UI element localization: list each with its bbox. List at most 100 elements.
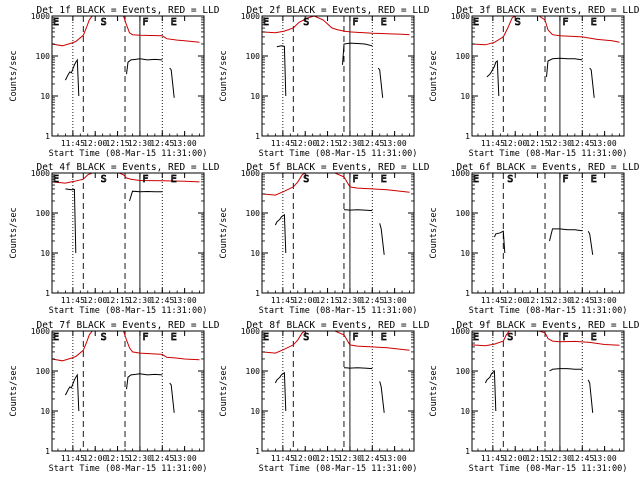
y-tick-label: 1000	[31, 327, 50, 336]
events-series-line	[274, 209, 385, 255]
y-tick-label: 100	[456, 52, 471, 61]
x-tick-label: 12:30	[548, 454, 572, 463]
y-axis-label: Counts/sec	[219, 365, 229, 416]
y-tick-label: 100	[36, 52, 51, 61]
interval-marker-label: E	[473, 174, 479, 185]
interval-marker-label: S	[303, 17, 309, 28]
x-tick-label: 12:00	[293, 296, 317, 305]
y-tick-label: 1000	[241, 169, 260, 178]
y-tick-label: 10	[40, 92, 50, 101]
interval-marker-label: S	[303, 332, 309, 343]
x-tick-label: 11:45	[481, 454, 505, 463]
x-tick-label: 12:00	[503, 454, 527, 463]
y-axis-label: Counts/sec	[219, 207, 229, 258]
interval-marker-label: S	[303, 174, 309, 185]
events-series-line	[274, 367, 385, 413]
x-axis-label: Start Time (08-Mar-15 11:31:00)	[259, 464, 418, 474]
y-tick-label: 10	[250, 407, 260, 416]
lld-series-line	[52, 173, 200, 184]
x-tick-label: 11:45	[61, 454, 85, 463]
interval-marker-label: F	[562, 174, 568, 185]
x-tick-label: 12:15	[106, 296, 130, 305]
plot-frame	[51, 330, 205, 452]
events-series-line	[65, 188, 163, 254]
x-tick-label: 12:15	[526, 454, 550, 463]
y-tick-label: 1	[45, 132, 50, 141]
interval-marker-label: F	[562, 332, 568, 343]
events-series-line	[276, 42, 384, 98]
y-tick-label: 100	[36, 367, 51, 376]
y-tick-label: 10	[40, 249, 50, 258]
y-tick-label: 1	[465, 132, 470, 141]
plot-frame	[51, 15, 205, 137]
x-tick-label: 11:45	[481, 296, 505, 305]
y-tick-label: 100	[456, 209, 471, 218]
events-series-line	[486, 57, 595, 98]
x-tick-label: 12:15	[526, 139, 550, 148]
x-tick-label: 11:45	[271, 139, 295, 148]
plot-frame	[51, 172, 205, 294]
interval-marker-label: F	[352, 332, 358, 343]
panel-title: Det 7f BLACK = Events, RED = LLD	[36, 320, 219, 331]
interval-marker-label: F	[352, 17, 358, 28]
x-tick-label: 12:00	[83, 139, 107, 148]
y-axis-label: Counts/sec	[429, 365, 439, 416]
panel-title: Det 5f BLACK = Events, RED = LLD	[246, 162, 429, 173]
interval-marker-label: E	[263, 17, 269, 28]
plot-frame	[471, 15, 625, 137]
x-axis-label: Start Time (08-Mar-15 11:31:00)	[49, 149, 208, 159]
interval-marker-label: S	[507, 332, 513, 343]
x-tick-label: 12:30	[338, 454, 362, 463]
y-tick-label: 10	[460, 249, 470, 258]
lld-series-line	[472, 16, 620, 46]
interval-marker-label: F	[352, 174, 358, 185]
x-tick-label: 13:00	[173, 139, 197, 148]
x-tick-label: 12:45	[570, 139, 594, 148]
interval-marker-label: S	[507, 174, 513, 185]
interval-marker-label: E	[171, 17, 177, 28]
x-tick-label: 12:45	[150, 139, 174, 148]
x-tick-label: 12:15	[106, 139, 130, 148]
x-tick-label: 12:45	[360, 454, 384, 463]
panel-title: Det 1f BLACK = Events, RED = LLD	[36, 5, 219, 16]
y-tick-label: 1	[45, 289, 50, 298]
y-tick-label: 1	[255, 447, 260, 456]
interval-marker-label: F	[142, 174, 148, 185]
y-tick-label: 10	[250, 92, 260, 101]
y-tick-label: 100	[36, 209, 51, 218]
x-tick-label: 13:00	[383, 296, 407, 305]
y-tick-label: 1000	[241, 12, 260, 21]
interval-marker-label: E	[381, 17, 387, 28]
x-tick-label: 12:00	[83, 454, 107, 463]
x-tick-label: 12:15	[316, 296, 340, 305]
lld-series-line	[262, 16, 410, 36]
events-series-line	[493, 228, 594, 255]
x-axis-label: Start Time (08-Mar-15 11:31:00)	[259, 306, 418, 316]
x-axis-label: Start Time (08-Mar-15 11:31:00)	[259, 149, 418, 159]
y-tick-label: 10	[40, 407, 50, 416]
x-tick-label: 13:00	[593, 296, 617, 305]
panel-title: Det 9f BLACK = Events, RED = LLD	[456, 320, 639, 331]
plot-frame	[261, 330, 415, 452]
x-tick-label: 12:30	[548, 139, 572, 148]
interval-marker-label: F	[562, 17, 568, 28]
events-series-line	[64, 373, 175, 413]
y-axis-label: Counts/sec	[9, 207, 19, 258]
x-tick-label: 12:45	[570, 296, 594, 305]
lld-series-line	[52, 331, 200, 362]
interval-marker-label: E	[473, 332, 479, 343]
interval-marker-label: S	[101, 174, 107, 185]
x-tick-label: 12:15	[316, 454, 340, 463]
x-tick-label: 12:45	[150, 454, 174, 463]
y-tick-label: 1	[45, 447, 50, 456]
y-axis-label: Counts/sec	[219, 50, 229, 101]
panel-title: Det 4f BLACK = Events, RED = LLD	[36, 162, 219, 173]
x-tick-label: 13:00	[593, 139, 617, 148]
x-tick-label: 12:00	[503, 139, 527, 148]
